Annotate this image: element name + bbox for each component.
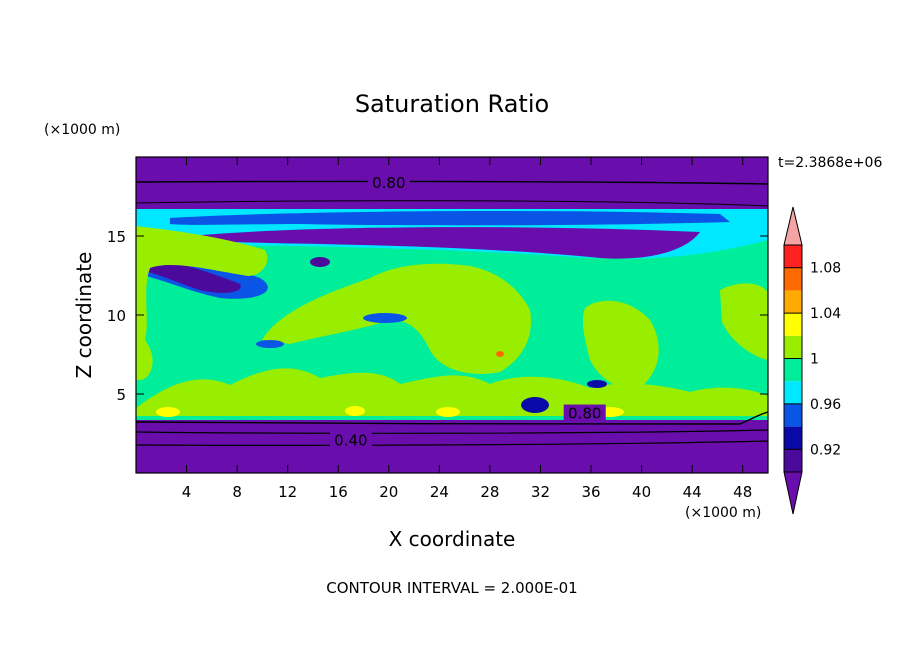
colorbar-swatch: [784, 426, 802, 450]
colorbar-swatch: [784, 381, 802, 404]
colorbar-swatch: [784, 403, 802, 427]
colorbar-swatch: [784, 313, 802, 336]
x-tick-label: 24: [430, 483, 449, 501]
colorbar-lower-arrow: [783, 471, 803, 515]
x-unit-label: (×1000 m): [685, 505, 761, 521]
contour-labels: 0.80 0.80 0.40: [329, 173, 606, 449]
dry-pocket-3: [310, 257, 330, 267]
contour-line-lower-2: [136, 429, 768, 434]
upper-purple-lens: [190, 227, 700, 259]
dry-pocket-4: [587, 380, 607, 388]
colorbar-swatch: [784, 335, 802, 359]
contour-line-upper: [136, 180, 768, 185]
band-lower-dry: [136, 420, 768, 473]
cloud-far-right: [720, 283, 768, 360]
contour-label: 0.80: [372, 174, 405, 192]
heatmap-field: [136, 157, 768, 473]
moist-spot-2: [345, 406, 365, 416]
colorbar-swatch: [784, 290, 802, 314]
dry-pocket-5: [521, 397, 549, 413]
colorbar-label: 0.96: [810, 397, 841, 413]
contour-line-lower-1: [136, 411, 768, 425]
cloud-lower-band: [136, 368, 768, 416]
contour-label-bg: [329, 431, 372, 448]
x-axis-ticks: 4 8 12 16 20 24 28 32 36 40 44 48: [182, 157, 752, 501]
moist-spot-1: [156, 407, 180, 417]
x-tick-label: 12: [278, 483, 297, 501]
x-tick-label: 8: [232, 483, 242, 501]
y-axis-label: Z coordinate: [72, 252, 96, 379]
colorbar-upper-arrow: [783, 206, 803, 246]
dry-pocket-2: [256, 340, 284, 348]
contour-label: 0.80: [568, 405, 601, 423]
colorbar-label: 1.04: [810, 306, 841, 322]
colorbar-swatch: [784, 358, 802, 382]
contour-label: 0.40: [334, 431, 367, 449]
y-axis-ticks: 5 10 15: [107, 228, 768, 404]
contour-interval-footer: CONTOUR INTERVAL = 2.000E-01: [326, 579, 577, 597]
contour-label-bg: [563, 404, 606, 421]
x-tick-label: 40: [632, 483, 651, 501]
x-axis-label: X coordinate: [389, 527, 516, 551]
contour-line-lower-3: [136, 440, 768, 446]
dry-pocket-1: [363, 313, 407, 323]
x-tick-label: 44: [683, 483, 702, 501]
colorbar-swatch: [784, 267, 802, 291]
time-label: t=2.3868e+06: [778, 155, 882, 171]
colorbar: 1.08 1.04 1 0.96 0.92: [783, 206, 841, 515]
cloud-right: [582, 300, 659, 389]
colorbar-label: 1: [810, 352, 819, 368]
left-purple-lobe: [140, 258, 241, 293]
x-tick-label: 4: [182, 483, 192, 501]
contour-label-bg: [367, 173, 410, 190]
colorbar-swatch: [784, 449, 802, 472]
contour-line-upper-2: [136, 200, 768, 207]
colorbar-swatch: [784, 245, 802, 268]
y-unit-label: (×1000 m): [44, 122, 120, 138]
cloud-left: [136, 226, 268, 380]
x-tick-label: 16: [329, 483, 348, 501]
colorbar-label: 0.92: [810, 442, 841, 458]
moist-spot-5: [496, 351, 504, 357]
y-tick-label: 5: [116, 386, 126, 404]
x-tick-label: 36: [581, 483, 600, 501]
x-tick-label: 20: [379, 483, 398, 501]
colorbar-label: 1.08: [810, 261, 841, 277]
y-tick-label: 15: [107, 228, 126, 246]
x-tick-label: 28: [480, 483, 499, 501]
upper-blue-streak: [170, 211, 730, 226]
moist-spot-3: [436, 407, 460, 417]
x-tick-label: 32: [531, 483, 550, 501]
y-tick-label: 10: [107, 307, 126, 325]
chart-title: Saturation Ratio: [355, 90, 549, 118]
x-tick-label: 48: [733, 483, 752, 501]
